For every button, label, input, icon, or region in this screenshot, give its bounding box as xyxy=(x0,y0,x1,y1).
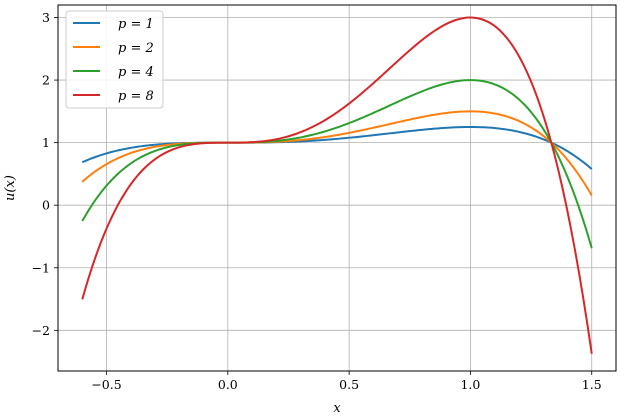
y-tick-label: −1 xyxy=(32,260,50,275)
x-tick-label: 0.0 xyxy=(218,377,238,392)
x-tick-label: −0.5 xyxy=(91,377,121,392)
y-axis-ticks: −2 −1 0 1 2 3 xyxy=(32,10,58,338)
x-tick-label: 1.0 xyxy=(460,377,480,392)
y-tick-label: 1 xyxy=(42,135,50,150)
legend-label: p = 1 xyxy=(118,17,154,32)
legend-label: p = 4 xyxy=(118,65,154,80)
legend-label: p = 2 xyxy=(118,41,154,56)
y-tick-label: −2 xyxy=(32,323,50,338)
y-tick-label: 3 xyxy=(42,10,50,25)
x-axis-label: x xyxy=(333,401,341,416)
x-tick-label: 1.5 xyxy=(582,377,602,392)
legend-label: p = 8 xyxy=(118,89,154,104)
x-tick-label: 0.5 xyxy=(339,377,359,392)
plot-frame xyxy=(57,4,617,372)
legend: p = 1 p = 2 p = 4 p = 8 xyxy=(65,10,164,109)
x-axis-ticks: −0.5 0.0 0.5 1.0 1.5 xyxy=(91,371,602,392)
y-tick-label: 2 xyxy=(42,73,50,88)
legend-box xyxy=(65,10,164,109)
y-axis-label: u(x) xyxy=(3,175,18,201)
series-line-p2 xyxy=(81,110,593,196)
series-line-p1 xyxy=(81,126,593,170)
series-line-p4 xyxy=(81,79,593,249)
series-layer xyxy=(81,16,593,354)
series-line-p8 xyxy=(81,16,593,354)
y-tick-label: 0 xyxy=(42,198,50,213)
